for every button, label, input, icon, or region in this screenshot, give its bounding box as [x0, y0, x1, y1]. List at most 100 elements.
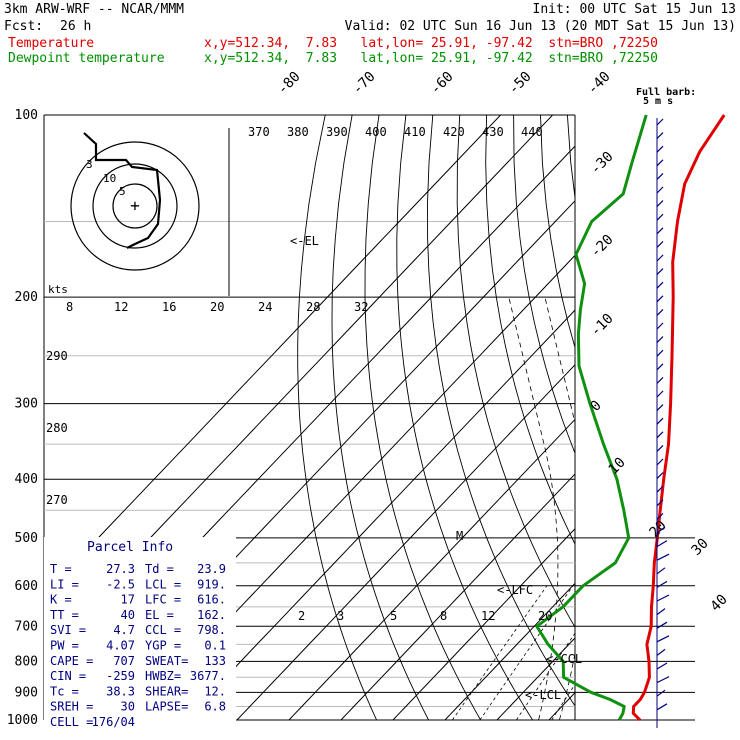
dry-adiabat-label: 370: [248, 125, 270, 139]
level-annotation: <-CCL: [546, 652, 582, 666]
isotherm-label: 30: [689, 536, 712, 559]
moist-adiabat: [508, 297, 559, 720]
mixing-ratio-label: 2: [298, 609, 305, 623]
hodograph-ring: [112, 183, 158, 229]
parcel-info-key: SREH =: [50, 700, 93, 714]
mixing-ratio-label: 12: [481, 609, 495, 623]
dry-adiabat: [594, 115, 740, 720]
parcel-info-value: 4.07: [106, 639, 135, 653]
parcel-info-value: 38.3: [106, 684, 135, 698]
wind-barb: [656, 444, 664, 452]
theta-label: 280: [46, 421, 68, 435]
isotherm: [340, 473, 575, 720]
pressure-label-300: 300: [15, 397, 38, 412]
parcel-info-value: -2.5: [106, 577, 135, 591]
isotherm: [392, 527, 575, 720]
valid-time: Valid: 02 UTC Sun 16 Jun 13 (20 MDT Sat …: [344, 19, 736, 34]
dry-adiabat-label: 440: [521, 125, 543, 139]
parcel-info-key: K =: [50, 593, 72, 607]
pressure-label-700: 700: [15, 619, 38, 634]
forecast-label: Fcst:: [4, 19, 44, 34]
wind-barb: [656, 281, 664, 289]
isotherm-label: -30: [588, 149, 617, 178]
wind-barb: [656, 580, 668, 588]
isotherm: [496, 637, 575, 720]
wind-barb: [656, 159, 664, 167]
pressure-label-400: 400: [15, 472, 38, 487]
mixing-ratio-label: 20: [538, 609, 552, 623]
moist-adiabat-label: 24: [258, 300, 272, 314]
dewpoint-location: x,y=512.34, 7.83 lat,lon= 25.91, -97.42 …: [204, 51, 658, 66]
parcel-info-key: Td =: [145, 562, 174, 576]
hodograph-ring: [70, 141, 200, 271]
barb-legend-unit: 5 m s: [643, 96, 673, 107]
parcel-info-value: 0.1: [204, 639, 226, 653]
dry-adiabat-label: 410: [404, 125, 426, 139]
isotherm-label: -80: [275, 69, 304, 98]
parcel-info-value: 6.8: [204, 700, 226, 714]
wind-barb: [656, 227, 664, 235]
parcel-info-value: 4.7: [113, 623, 135, 637]
forecast-hour: 26 h: [60, 19, 92, 34]
wind-barb: [656, 186, 664, 194]
wind-barb: [656, 662, 668, 670]
wind-barb: [656, 676, 670, 684]
wind-barb: [656, 145, 664, 153]
level-annotation: <-LCL: [525, 688, 561, 702]
pressure-label-500: 500: [15, 531, 38, 546]
wind-barb: [656, 254, 664, 262]
moist-adiabat-label: 16: [162, 300, 176, 314]
wind-barb: [656, 594, 670, 602]
pressure-label-200: 200: [15, 290, 38, 305]
isotherm: [548, 691, 575, 720]
mixing-ratio-line: [584, 586, 671, 720]
wind-barb: [656, 485, 664, 493]
isotherm: [236, 364, 575, 720]
wind-barb: [656, 308, 664, 316]
dry-adiabat-label: 380: [287, 125, 309, 139]
parcel-info-value: 616.: [197, 593, 226, 607]
wind-barb: [656, 458, 664, 466]
wind-barb: [656, 363, 664, 371]
dewpoint-profile: [535, 114, 648, 721]
mixing-ratio-label: 3: [337, 609, 344, 623]
wind-barb: [656, 295, 664, 303]
temperature-profile: [631, 114, 726, 722]
parcel-info-key: SWEAT=: [145, 654, 188, 668]
pressure-label-900: 900: [15, 685, 38, 700]
moist-adiabat: [622, 297, 684, 720]
wind-barb: [656, 703, 668, 711]
parcel-info-value: 176/04: [92, 715, 135, 729]
wind-barb: [656, 390, 664, 398]
parcel-info-value: 30: [121, 700, 135, 714]
wind-barb: [656, 648, 666, 656]
wind-barb: [656, 132, 664, 140]
level-annotation: <-EL: [290, 234, 319, 248]
isotherm-label: -70: [350, 69, 379, 98]
parcel-info-key: LCL =: [145, 577, 181, 591]
wind-barb: [656, 540, 668, 548]
wind-barb: [656, 336, 664, 344]
mixing-ratio-label: 8: [440, 609, 447, 623]
parcel-info-key: CELL =: [50, 715, 93, 729]
moist-adiabat: [544, 297, 575, 720]
moist-adiabat-label: 32: [354, 300, 368, 314]
wind-barb: [656, 621, 668, 629]
dry-adiabat: [396, 115, 533, 720]
dry-adiabat: [729, 115, 740, 720]
moist-adiabat: [580, 297, 617, 720]
parcel-info-key: YGP =: [145, 639, 181, 653]
dry-adiabat: [675, 115, 740, 720]
wind-barb: [656, 322, 664, 330]
pressure-label-600: 600: [15, 579, 38, 594]
parcel-info-key: CIN =: [50, 669, 86, 683]
hodograph-ring: [92, 163, 178, 249]
wind-barb: [656, 172, 664, 180]
init-time: Init: 00 UTC Sat 15 Jun 13: [532, 2, 737, 17]
dry-adiabat: [485, 115, 575, 545]
parcel-info-key: LFC =: [145, 593, 181, 607]
isotherm: [705, 115, 740, 720]
parcel-info-key: LAPSE=: [145, 700, 188, 714]
parcel-info-value: 12.: [204, 684, 226, 698]
